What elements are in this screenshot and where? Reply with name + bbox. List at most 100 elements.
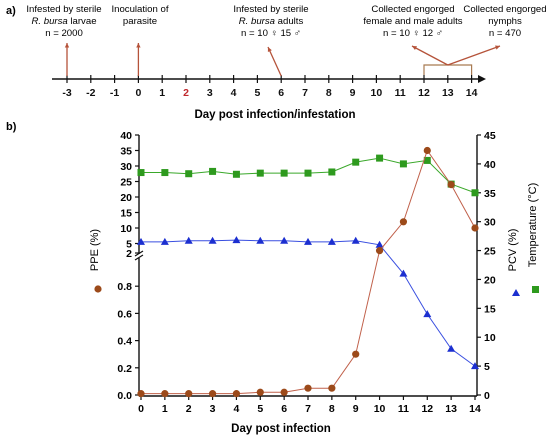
x-tick-label: 7 bbox=[305, 403, 311, 415]
panel-b-label: b) bbox=[6, 121, 17, 133]
timeline-tick-label: 10 bbox=[371, 87, 383, 99]
ppe-point bbox=[185, 390, 193, 398]
x-axis-title: Day post infection bbox=[231, 423, 331, 435]
temperature-point bbox=[352, 158, 360, 166]
y-left-tick-label: 15 bbox=[120, 208, 132, 220]
ppe-point bbox=[352, 350, 360, 358]
ppe-point bbox=[399, 218, 408, 226]
temperature-point bbox=[328, 168, 336, 176]
pcv-point bbox=[327, 237, 336, 245]
timeline-tick-label: 12 bbox=[418, 87, 430, 99]
x-tick-label: 9 bbox=[353, 403, 359, 415]
pcv-point bbox=[208, 236, 217, 244]
y-left-tick-label: 0.0 bbox=[117, 390, 132, 402]
y-right-tick-label: 45 bbox=[484, 130, 496, 142]
temperature-point bbox=[471, 189, 479, 197]
panel-a-timeline: a) Day post infection/infestation -3 -2 -1… bbox=[6, 4, 547, 121]
ppe-point bbox=[137, 390, 145, 398]
panel-a-label: a) bbox=[6, 5, 16, 17]
pcv-point bbox=[447, 344, 456, 352]
y-left-tick-label: 40 bbox=[120, 130, 132, 142]
event-arrowhead bbox=[495, 45, 500, 50]
y-left-tick-label: 25 bbox=[120, 177, 132, 189]
timeline-axis-title: Day post infection/infestation bbox=[194, 109, 355, 121]
x-tick-label: 2 bbox=[186, 403, 192, 415]
event-label-line: n = 2000 bbox=[45, 28, 83, 39]
pcv-point bbox=[280, 236, 289, 244]
event-arrow bbox=[447, 45, 501, 66]
temperature-point bbox=[280, 169, 288, 177]
event-label-line: R. bursa larvae bbox=[31, 16, 96, 27]
pcv-point bbox=[423, 310, 432, 318]
temperature-point bbox=[256, 169, 264, 177]
timeline-tick-label: 9 bbox=[350, 87, 356, 99]
timeline-tick-label: 11 bbox=[395, 87, 406, 99]
temperature-point bbox=[209, 167, 217, 175]
y-right-tick-label: 35 bbox=[484, 188, 496, 200]
y-right-tick-label: 10 bbox=[484, 332, 496, 344]
ppe-point bbox=[471, 224, 479, 232]
temperature-point bbox=[232, 170, 240, 178]
event-arrowhead bbox=[412, 46, 417, 51]
y-right-tick-label: 5 bbox=[484, 361, 490, 373]
timeline-tick-label: 14 bbox=[466, 87, 478, 99]
x-tick-label: 8 bbox=[329, 403, 335, 415]
ppe-point bbox=[328, 384, 336, 392]
pcv-point bbox=[471, 362, 479, 370]
temperature-legend-marker bbox=[532, 286, 539, 293]
event-label-line: n = 470 bbox=[489, 28, 521, 39]
pcv-line bbox=[141, 239, 476, 367]
timeline-tick-label: -1 bbox=[110, 87, 119, 99]
event-arrow bbox=[411, 45, 449, 66]
pcv-legend-marker bbox=[512, 289, 520, 296]
event-arrowhead bbox=[267, 47, 272, 52]
y-right-tick-label: 0 bbox=[484, 390, 490, 402]
pcv-point bbox=[399, 269, 408, 277]
ppe-point bbox=[447, 181, 455, 189]
axis-break-mark bbox=[134, 254, 144, 261]
pcv-point bbox=[160, 237, 169, 245]
y-left-tick-label: 10 bbox=[120, 223, 132, 235]
ppe-legend-marker bbox=[94, 285, 102, 293]
timeline-tick-label: 5 bbox=[254, 87, 260, 99]
ppe-point bbox=[161, 390, 169, 398]
x-tick-label: 3 bbox=[210, 403, 216, 415]
x-tick-label: 13 bbox=[445, 403, 457, 415]
event-label-line: female and male adults bbox=[363, 16, 462, 27]
timeline-tick-label: 3 bbox=[207, 87, 213, 99]
pcv-point bbox=[256, 236, 265, 244]
x-tick-label: 1 bbox=[162, 403, 168, 415]
timeline-tick-label: -3 bbox=[62, 87, 71, 99]
event-label-line: Infested by sterile bbox=[233, 4, 308, 15]
y-left-tick-label: 2 bbox=[126, 248, 132, 260]
event-label-line: Infested by sterile bbox=[26, 4, 101, 15]
ppe-point bbox=[256, 388, 264, 396]
pcv-series bbox=[137, 236, 479, 370]
timeline-tick-label: 7 bbox=[302, 87, 308, 99]
event-label-line: Collected engorged bbox=[371, 4, 454, 15]
y-left-tick-label: 0.2 bbox=[117, 363, 132, 375]
y-left-tick-label: 0.6 bbox=[117, 308, 132, 320]
temperature-point bbox=[399, 160, 407, 168]
temperature-point bbox=[304, 169, 312, 177]
x-tick-label: 12 bbox=[421, 403, 433, 415]
timeline-tick-label: 4 bbox=[231, 87, 237, 99]
y-left-title: PPE (%) bbox=[89, 229, 101, 271]
timeline-arrowhead bbox=[478, 75, 486, 83]
event-label-line: R. bursa adults bbox=[239, 16, 304, 27]
ppe-series bbox=[137, 146, 479, 398]
y-left-tick-label: 30 bbox=[120, 161, 132, 173]
timeline-tick-label: 13 bbox=[442, 87, 454, 99]
pcv-point bbox=[351, 236, 360, 244]
event-arrow bbox=[267, 46, 282, 77]
timeline-tick-label: 8 bbox=[326, 87, 332, 99]
temperature-point bbox=[137, 169, 145, 177]
ppe-point bbox=[280, 388, 288, 396]
temperature-point bbox=[423, 156, 431, 164]
y-left-tick-label: 0.4 bbox=[117, 336, 132, 348]
ppe-point bbox=[208, 390, 217, 398]
x-tick-label: 0 bbox=[138, 403, 144, 415]
